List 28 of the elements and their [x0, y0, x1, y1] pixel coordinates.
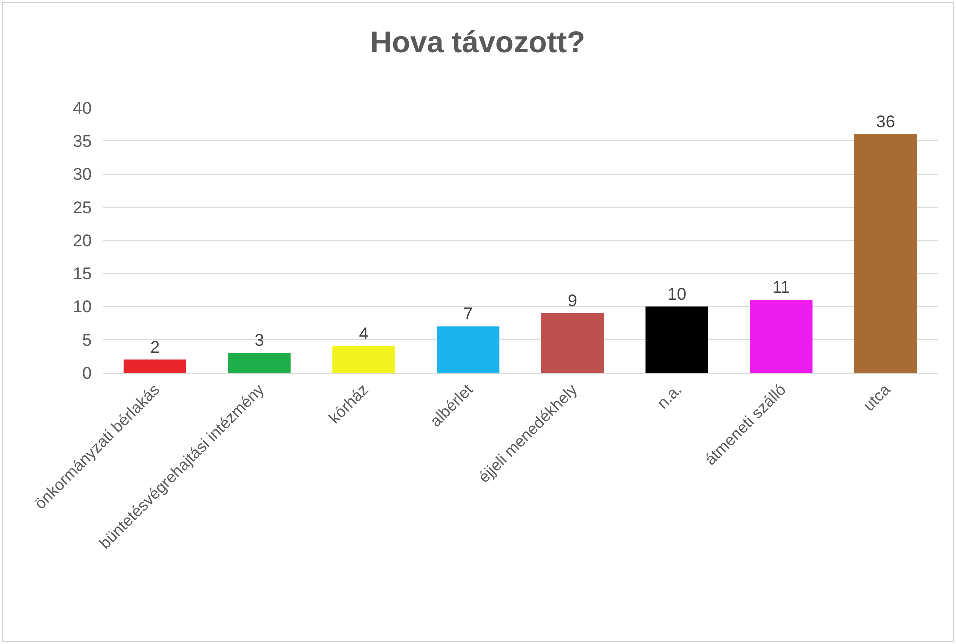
data-label: 7 [464, 304, 474, 324]
y-tick-label: 5 [82, 330, 92, 350]
y-tick-label: 25 [73, 198, 92, 218]
bar [541, 313, 604, 373]
chart-title: Hova távozott? [370, 26, 586, 60]
bar [332, 346, 396, 373]
data-label: 2 [150, 338, 160, 357]
y-tick-label: 40 [73, 98, 92, 118]
y-tick-label: 30 [73, 165, 92, 184]
data-label: 10 [668, 284, 687, 304]
bar [854, 134, 918, 373]
bar [646, 306, 708, 373]
bar [437, 326, 500, 373]
data-label: 4 [359, 324, 369, 344]
bar [124, 360, 186, 373]
bar [750, 300, 813, 373]
data-label: 11 [772, 278, 790, 298]
data-label: 9 [568, 291, 578, 310]
y-tick-label: 15 [73, 264, 92, 284]
y-tick-label: 20 [73, 231, 92, 250]
data-label: 36 [876, 112, 896, 132]
x-tick-label: utca [860, 382, 894, 416]
data-label: 3 [254, 331, 264, 350]
y-tick-label: 10 [73, 298, 92, 317]
x-tick-label: n.a. [654, 382, 686, 413]
bar [228, 353, 291, 373]
y-tick-label: 0 [82, 364, 92, 383]
y-tick-label: 35 [73, 132, 92, 152]
